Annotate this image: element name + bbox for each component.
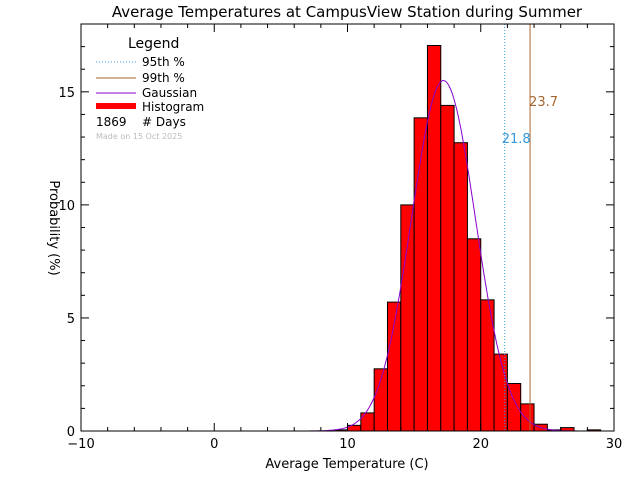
- x-tick-label: −10: [67, 437, 94, 452]
- y-tick-label: 0: [67, 425, 75, 440]
- histogram-bar: [453, 142, 468, 432]
- legend-title: Legend: [128, 36, 179, 52]
- y-tick-label: 5: [67, 312, 75, 327]
- percentile-99-label: 23.7: [529, 95, 558, 110]
- y-axis-label: Probability (%): [46, 180, 61, 275]
- x-axis-label: Average Temperature (C): [265, 457, 428, 472]
- legend-histogram-swatch: [96, 103, 136, 109]
- x-tick-label: 30: [606, 437, 623, 452]
- histogram-bar: [520, 403, 535, 432]
- histogram-bar: [493, 353, 508, 432]
- chart-title: Average Temperatures at CampusView Stati…: [112, 3, 583, 21]
- y-tick-label: 15: [58, 86, 75, 101]
- made-on-date: Made on 15 Oct 2025: [96, 132, 182, 141]
- histogram-bar: [386, 301, 402, 432]
- x-tick-label: 20: [472, 437, 489, 452]
- histogram-bar: [400, 204, 415, 432]
- legend-p99-label: 99th %: [142, 71, 185, 85]
- legend-day-count: 1869: [96, 115, 127, 129]
- histogram-bar: [506, 383, 522, 432]
- histogram-bar: [413, 117, 428, 432]
- legend: Legend 95th % 99th % Gaussian Histogram …: [96, 36, 204, 141]
- histogram-bar: [440, 104, 455, 432]
- histogram-bar: [466, 238, 482, 432]
- x-tick-label: 10: [339, 437, 356, 452]
- legend-day-count-label: # Days: [142, 115, 186, 129]
- legend-gaussian-label: Gaussian: [142, 86, 197, 100]
- legend-p95-label: 95th %: [142, 55, 185, 69]
- histogram-bar: [426, 44, 442, 432]
- percentile-95-label: 21.8: [502, 132, 531, 147]
- histogram-bars: [333, 44, 602, 432]
- x-tick-label: 0: [210, 437, 218, 452]
- y-tick-label: 10: [58, 199, 75, 214]
- legend-histogram-label: Histogram: [142, 100, 204, 114]
